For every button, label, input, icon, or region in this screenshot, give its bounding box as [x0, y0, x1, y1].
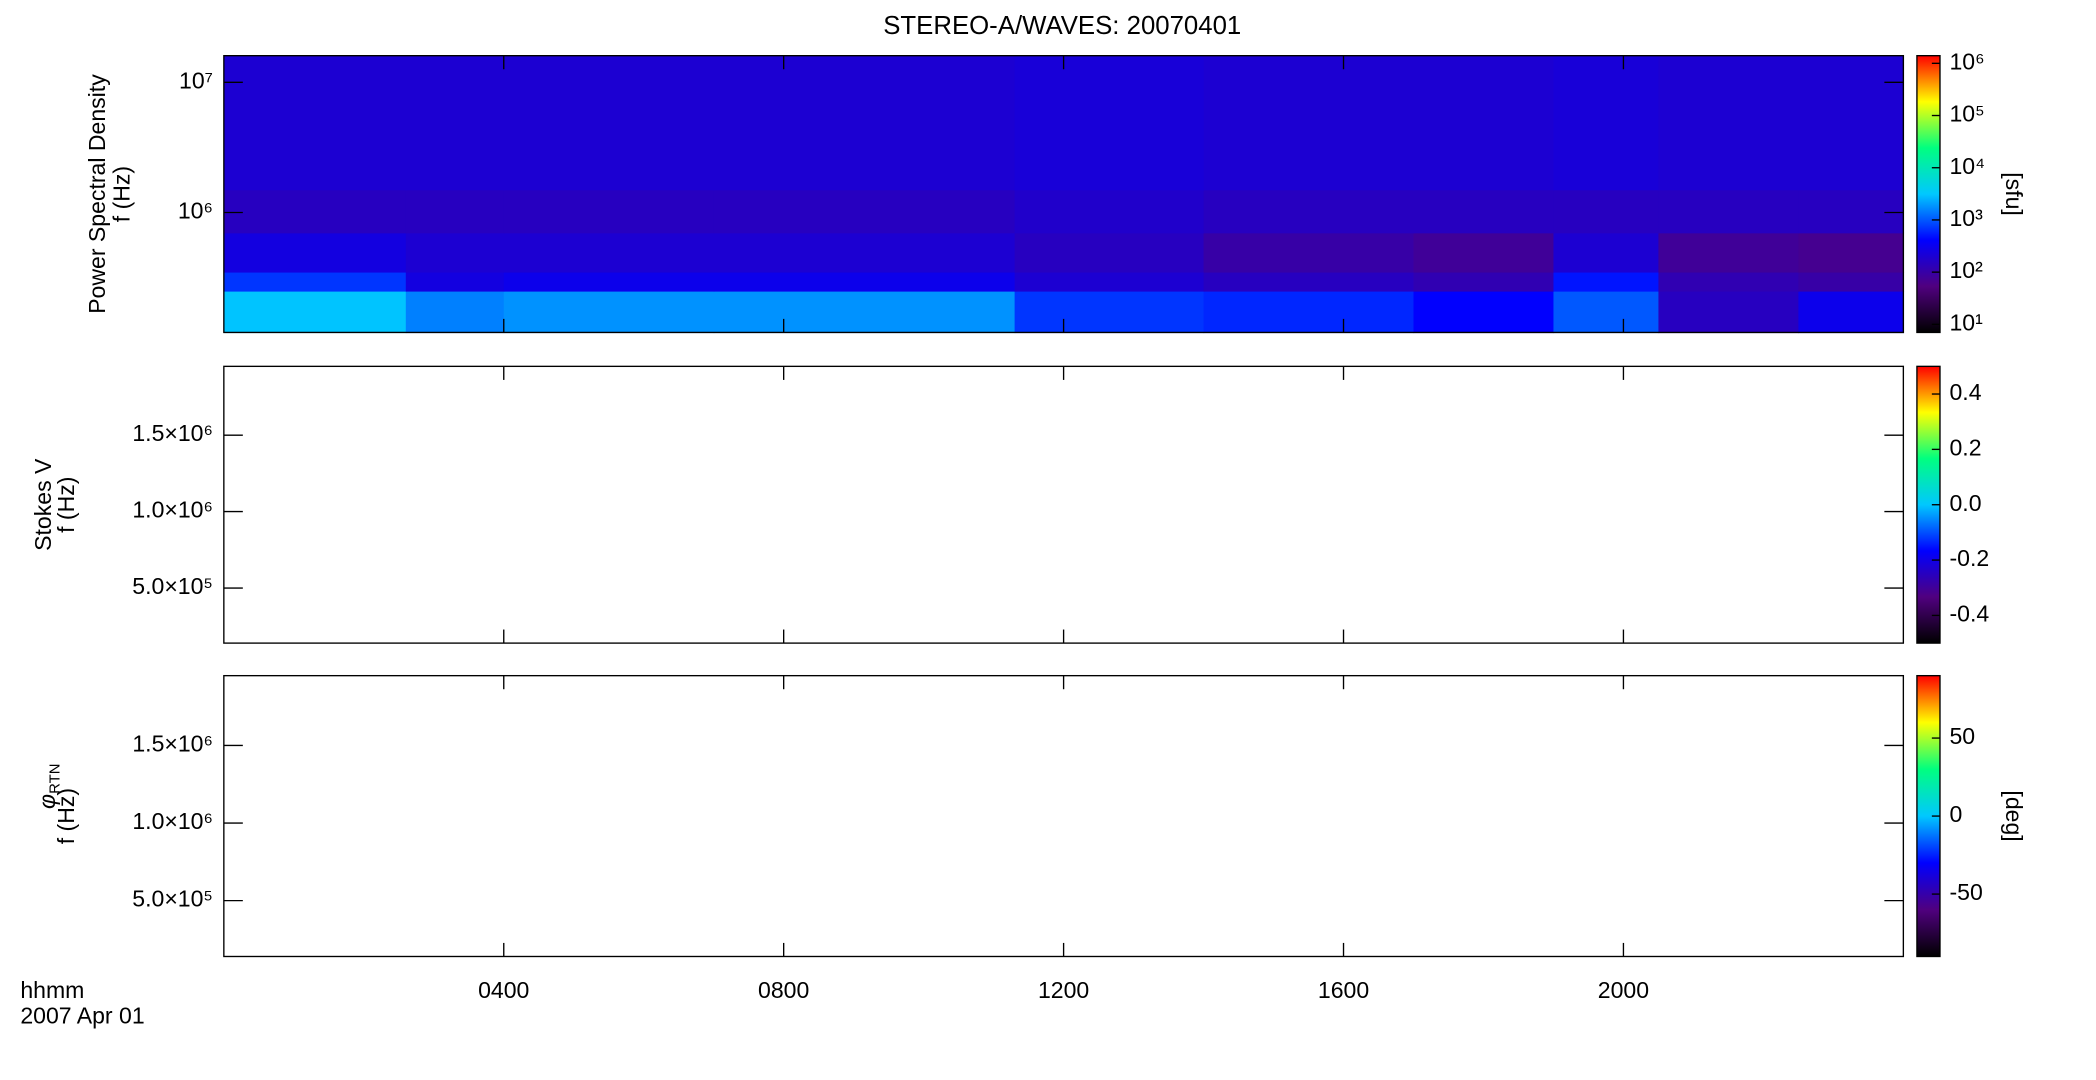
spectrogram-cell	[1203, 189, 1415, 234]
plot-frame	[223, 674, 1905, 958]
spectrogram-cell	[1658, 189, 1800, 234]
colorbar-tick-label: 10³	[1949, 205, 1983, 231]
x-tick-label: 1600	[1318, 977, 1369, 1003]
spectrogram-cell	[223, 232, 407, 273]
colorbar	[1916, 55, 1941, 334]
y-tick-label: 1.0×10⁶	[132, 497, 213, 523]
date-label: 2007 Apr 01	[20, 1003, 144, 1029]
spectrogram-cell	[1413, 271, 1555, 292]
spectrogram-cell	[1553, 189, 1660, 234]
spectrogram-cell	[1413, 232, 1555, 273]
spectrogram-cell	[713, 55, 1016, 191]
y-axis-label: f (Hz)	[109, 166, 135, 222]
y-tick-label: 5.0×10⁵	[132, 886, 213, 912]
spectrogram-cell	[1658, 290, 1800, 334]
y-tick-label: 1.0×10⁶	[132, 808, 213, 834]
spectrogram-cell	[1203, 271, 1415, 292]
colorbar-unit: [sfu]	[2001, 172, 2027, 216]
spectrogram-cell	[713, 271, 1016, 292]
y-axis-symbol: φ	[34, 794, 60, 809]
colorbar-tick-label: 50	[1949, 723, 1975, 749]
spectrogram-cell	[713, 232, 1016, 273]
plot-frame	[223, 365, 1905, 644]
x-tick-label: 0800	[758, 977, 809, 1003]
spectrogram-cell	[1553, 271, 1660, 292]
colorbar-tick-label: 0.0	[1949, 490, 1981, 516]
spectrogram-cell	[1413, 55, 1555, 191]
x-axis-label: hhmm	[20, 977, 84, 1003]
spectrogram-cell	[1798, 271, 1905, 292]
spectrogram-cell	[1203, 290, 1415, 334]
colorbar-tick-label: 10⁴	[1949, 153, 1985, 179]
y-tick-label: 1.5×10⁶	[132, 420, 213, 446]
spectrogram-cell	[1413, 290, 1555, 334]
spectrogram-cell	[1203, 232, 1415, 273]
chart-title: STEREO-A/WAVES: 20070401	[883, 12, 1241, 40]
spectrogram-cell	[223, 271, 407, 292]
spectrogram-cell	[405, 55, 505, 191]
spectrogram-cell	[1553, 55, 1660, 191]
spectrogram-cell	[503, 232, 715, 273]
y-tick-label: 10⁷	[179, 67, 213, 93]
spectrogram-cell	[405, 189, 505, 234]
spectrogram-cell	[1658, 55, 1800, 191]
spectrogram-cell	[1658, 271, 1800, 292]
spectrogram-cell	[1014, 290, 1205, 334]
spectrogram-cell	[1014, 271, 1205, 292]
x-tick-label: 1200	[1038, 977, 1089, 1003]
colorbar-tick-label: 0	[1949, 801, 1962, 827]
colorbar-tick-label: 10¹	[1949, 309, 1983, 335]
colorbar-tick-label: 10⁶	[1949, 48, 1984, 74]
colorbar-tick-label: -0.2	[1949, 545, 1989, 571]
spectrogram-cell	[1553, 290, 1660, 334]
spectrogram-cell	[1798, 232, 1905, 273]
spectrogram-cell	[1798, 189, 1905, 234]
spectrogram-cell	[503, 189, 715, 234]
spectrogram-cell	[1014, 232, 1205, 273]
y-axis-label: Power Spectral Density	[84, 74, 110, 314]
spectrogram-cell	[1014, 55, 1205, 191]
spectrogram-cell	[1203, 55, 1415, 191]
spectrogram-cell	[503, 290, 715, 334]
x-tick-label: 0400	[478, 977, 529, 1003]
y-axis-subscript: RTN	[47, 764, 64, 794]
y-axis-label: f (Hz)	[53, 477, 79, 533]
spectrogram-cell	[405, 290, 505, 334]
spectrogram-cell	[1553, 232, 1660, 273]
colorbar-tick-label: 0.2	[1949, 434, 1981, 460]
colorbar-unit: [deg]	[2001, 790, 2027, 841]
spectrogram-cell	[1413, 189, 1555, 234]
spectrogram-cell	[1014, 189, 1205, 234]
spectrogram-cell	[223, 290, 407, 334]
colorbar-tick-label: 10²	[1949, 257, 1983, 283]
spectrogram-cell	[503, 55, 715, 191]
colorbar-tick-label: -50	[1949, 879, 1982, 905]
y-tick-label: 1.5×10⁶	[132, 731, 213, 757]
y-axis-label: φRTN	[34, 764, 64, 809]
y-tick-label: 10⁶	[178, 198, 213, 224]
colorbar-tick-label: 10⁵	[1949, 101, 1984, 127]
spectrogram-cell	[713, 189, 1016, 234]
colorbar-tick-label: 0.4	[1949, 379, 1981, 405]
x-tick-label: 2000	[1598, 977, 1649, 1003]
spectrogram-cell	[223, 189, 407, 234]
y-tick-label: 5.0×10⁵	[132, 573, 213, 599]
colorbar-tick-label: -0.4	[1949, 601, 1989, 627]
spectrogram-cell	[405, 232, 505, 273]
y-axis-label: f (Hz)	[53, 788, 79, 844]
spectrogram-cell	[223, 55, 407, 191]
spectrogram-cell	[503, 271, 715, 292]
spectrogram-cell	[1798, 55, 1905, 191]
spectrogram-cell	[405, 271, 505, 292]
spectrogram-cell	[1798, 290, 1905, 334]
y-axis-label: Stokes V	[30, 458, 56, 551]
spectrogram-cell	[1658, 232, 1800, 273]
spectrogram-cell	[713, 290, 1016, 334]
